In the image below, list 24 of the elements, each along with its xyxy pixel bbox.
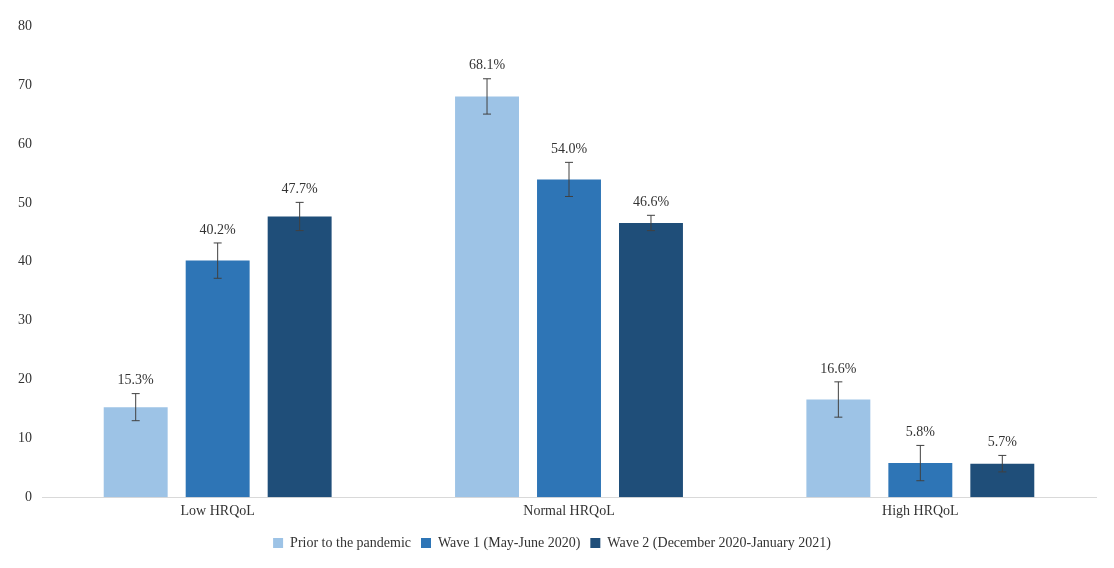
data-label: 5.8% [905,424,936,440]
y-tick-label: 10 [18,430,32,446]
x-tick-label: Low HRQoL [180,503,255,519]
y-tick-label: 30 [18,312,32,328]
y-tick-label: 0 [25,488,32,504]
legend-label: Wave 1 (May-June 2020) [438,534,581,551]
data-label: 47.7% [281,181,319,197]
y-tick-label: 60 [18,135,32,151]
legend-label: Wave 2 (December 2020-January 2021) [607,534,832,551]
y-tick-label: 70 [18,76,32,92]
data-label: 5.7% [987,434,1018,450]
data-label: 16.6% [820,360,857,376]
y-tick-label: 80 [18,18,32,34]
data-label: 54.0% [550,141,588,157]
legend-label: Prior to the pandemic [290,534,412,550]
x-tick-label: High HRQoL [882,503,959,519]
data-label: 68.1% [468,57,506,73]
y-tick-label: 20 [18,371,32,387]
y-tick-label: 50 [18,194,32,210]
data-label: 15.3% [117,372,155,388]
x-tick-label: Normal HRQoL [523,503,615,519]
data-label: 40.2% [199,221,237,237]
y-tick-label: 40 [18,253,32,269]
data-label: 46.6% [632,193,670,209]
